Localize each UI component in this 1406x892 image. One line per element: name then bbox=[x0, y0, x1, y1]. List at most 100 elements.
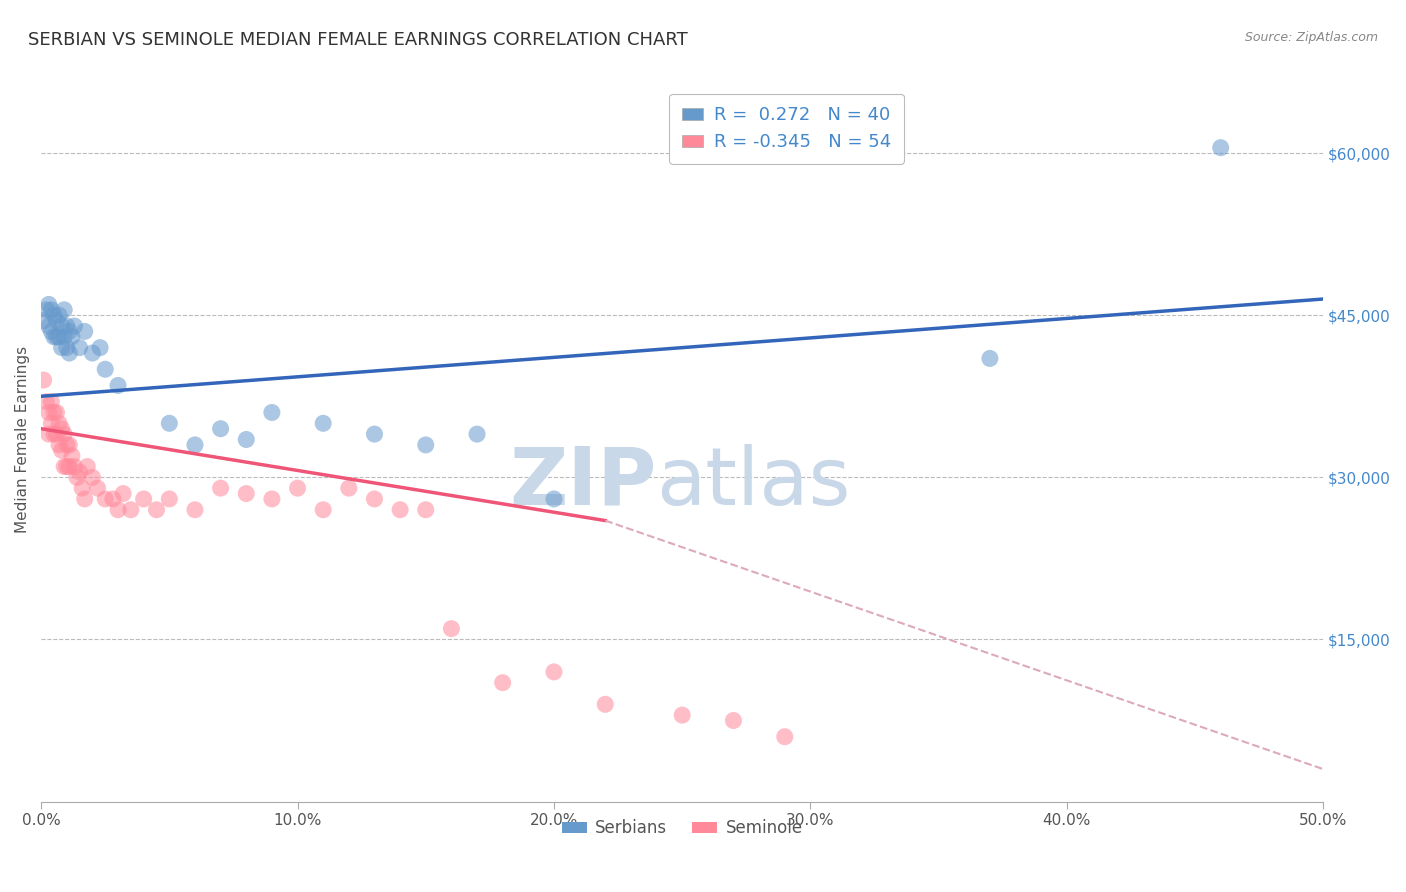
Point bbox=[312, 502, 335, 516]
Point bbox=[209, 481, 232, 495]
Point bbox=[55, 438, 77, 452]
Point bbox=[63, 318, 86, 333]
Point bbox=[593, 698, 616, 712]
Point bbox=[89, 341, 111, 355]
Point bbox=[38, 297, 60, 311]
Point bbox=[82, 346, 104, 360]
Point bbox=[73, 491, 96, 506]
Point bbox=[671, 708, 693, 723]
Point bbox=[41, 394, 63, 409]
Point bbox=[440, 622, 463, 636]
Point bbox=[45, 405, 67, 419]
Text: atlas: atlas bbox=[657, 444, 851, 522]
Point bbox=[53, 427, 76, 442]
Point bbox=[773, 730, 796, 744]
Point bbox=[157, 417, 180, 431]
Point bbox=[45, 313, 67, 327]
Text: Source: ZipAtlas.com: Source: ZipAtlas.com bbox=[1244, 31, 1378, 45]
Point bbox=[48, 308, 70, 322]
Point bbox=[60, 449, 83, 463]
Point bbox=[363, 427, 385, 442]
Point bbox=[94, 362, 117, 376]
Point bbox=[55, 459, 77, 474]
Point bbox=[42, 405, 65, 419]
Point bbox=[55, 341, 77, 355]
Point bbox=[45, 330, 67, 344]
Y-axis label: Median Female Earnings: Median Female Earnings bbox=[15, 346, 30, 533]
Point bbox=[101, 491, 124, 506]
Point bbox=[53, 302, 76, 317]
Point bbox=[76, 459, 98, 474]
Point bbox=[132, 491, 155, 506]
Point bbox=[58, 325, 80, 339]
Point bbox=[58, 459, 80, 474]
Point bbox=[260, 491, 283, 506]
Point bbox=[979, 351, 1001, 366]
Point bbox=[235, 433, 257, 447]
Point bbox=[42, 427, 65, 442]
Point bbox=[112, 486, 135, 500]
Point bbox=[51, 341, 73, 355]
Point bbox=[51, 422, 73, 436]
Point bbox=[312, 417, 335, 431]
Point bbox=[38, 318, 60, 333]
Point bbox=[107, 502, 129, 516]
Point bbox=[543, 665, 565, 679]
Point bbox=[70, 481, 93, 495]
Point bbox=[287, 481, 309, 495]
Point bbox=[35, 394, 58, 409]
Point bbox=[32, 313, 55, 327]
Point bbox=[415, 438, 437, 452]
Point bbox=[32, 373, 55, 387]
Point bbox=[55, 318, 77, 333]
Point bbox=[45, 427, 67, 442]
Point bbox=[492, 675, 515, 690]
Point bbox=[53, 330, 76, 344]
Point bbox=[145, 502, 167, 516]
Point bbox=[58, 346, 80, 360]
Point bbox=[363, 491, 385, 506]
Point bbox=[94, 491, 117, 506]
Point bbox=[63, 459, 86, 474]
Point bbox=[38, 427, 60, 442]
Point bbox=[415, 502, 437, 516]
Point bbox=[69, 341, 91, 355]
Point bbox=[53, 459, 76, 474]
Point bbox=[41, 325, 63, 339]
Point bbox=[60, 330, 83, 344]
Legend: Serbians, Seminole: Serbians, Seminole bbox=[555, 813, 810, 844]
Point bbox=[260, 405, 283, 419]
Point bbox=[723, 714, 745, 728]
Text: SERBIAN VS SEMINOLE MEDIAN FEMALE EARNINGS CORRELATION CHART: SERBIAN VS SEMINOLE MEDIAN FEMALE EARNIN… bbox=[28, 31, 688, 49]
Point bbox=[337, 481, 360, 495]
Point bbox=[35, 302, 58, 317]
Point bbox=[58, 438, 80, 452]
Point bbox=[73, 325, 96, 339]
Point bbox=[48, 330, 70, 344]
Point bbox=[48, 417, 70, 431]
Point bbox=[1209, 141, 1232, 155]
Point bbox=[38, 405, 60, 419]
Point bbox=[69, 465, 91, 479]
Point bbox=[235, 486, 257, 500]
Point bbox=[41, 417, 63, 431]
Point bbox=[107, 378, 129, 392]
Point bbox=[465, 427, 488, 442]
Point bbox=[543, 491, 565, 506]
Point bbox=[157, 491, 180, 506]
Point bbox=[184, 438, 207, 452]
Point bbox=[41, 302, 63, 317]
Point bbox=[389, 502, 412, 516]
Point bbox=[86, 481, 108, 495]
Point bbox=[82, 470, 104, 484]
Point bbox=[51, 318, 73, 333]
Text: ZIP: ZIP bbox=[509, 444, 657, 522]
Point bbox=[184, 502, 207, 516]
Point bbox=[66, 470, 89, 484]
Point bbox=[120, 502, 142, 516]
Point bbox=[209, 422, 232, 436]
Point bbox=[48, 438, 70, 452]
Point bbox=[42, 308, 65, 322]
Point bbox=[51, 443, 73, 458]
Point bbox=[42, 330, 65, 344]
